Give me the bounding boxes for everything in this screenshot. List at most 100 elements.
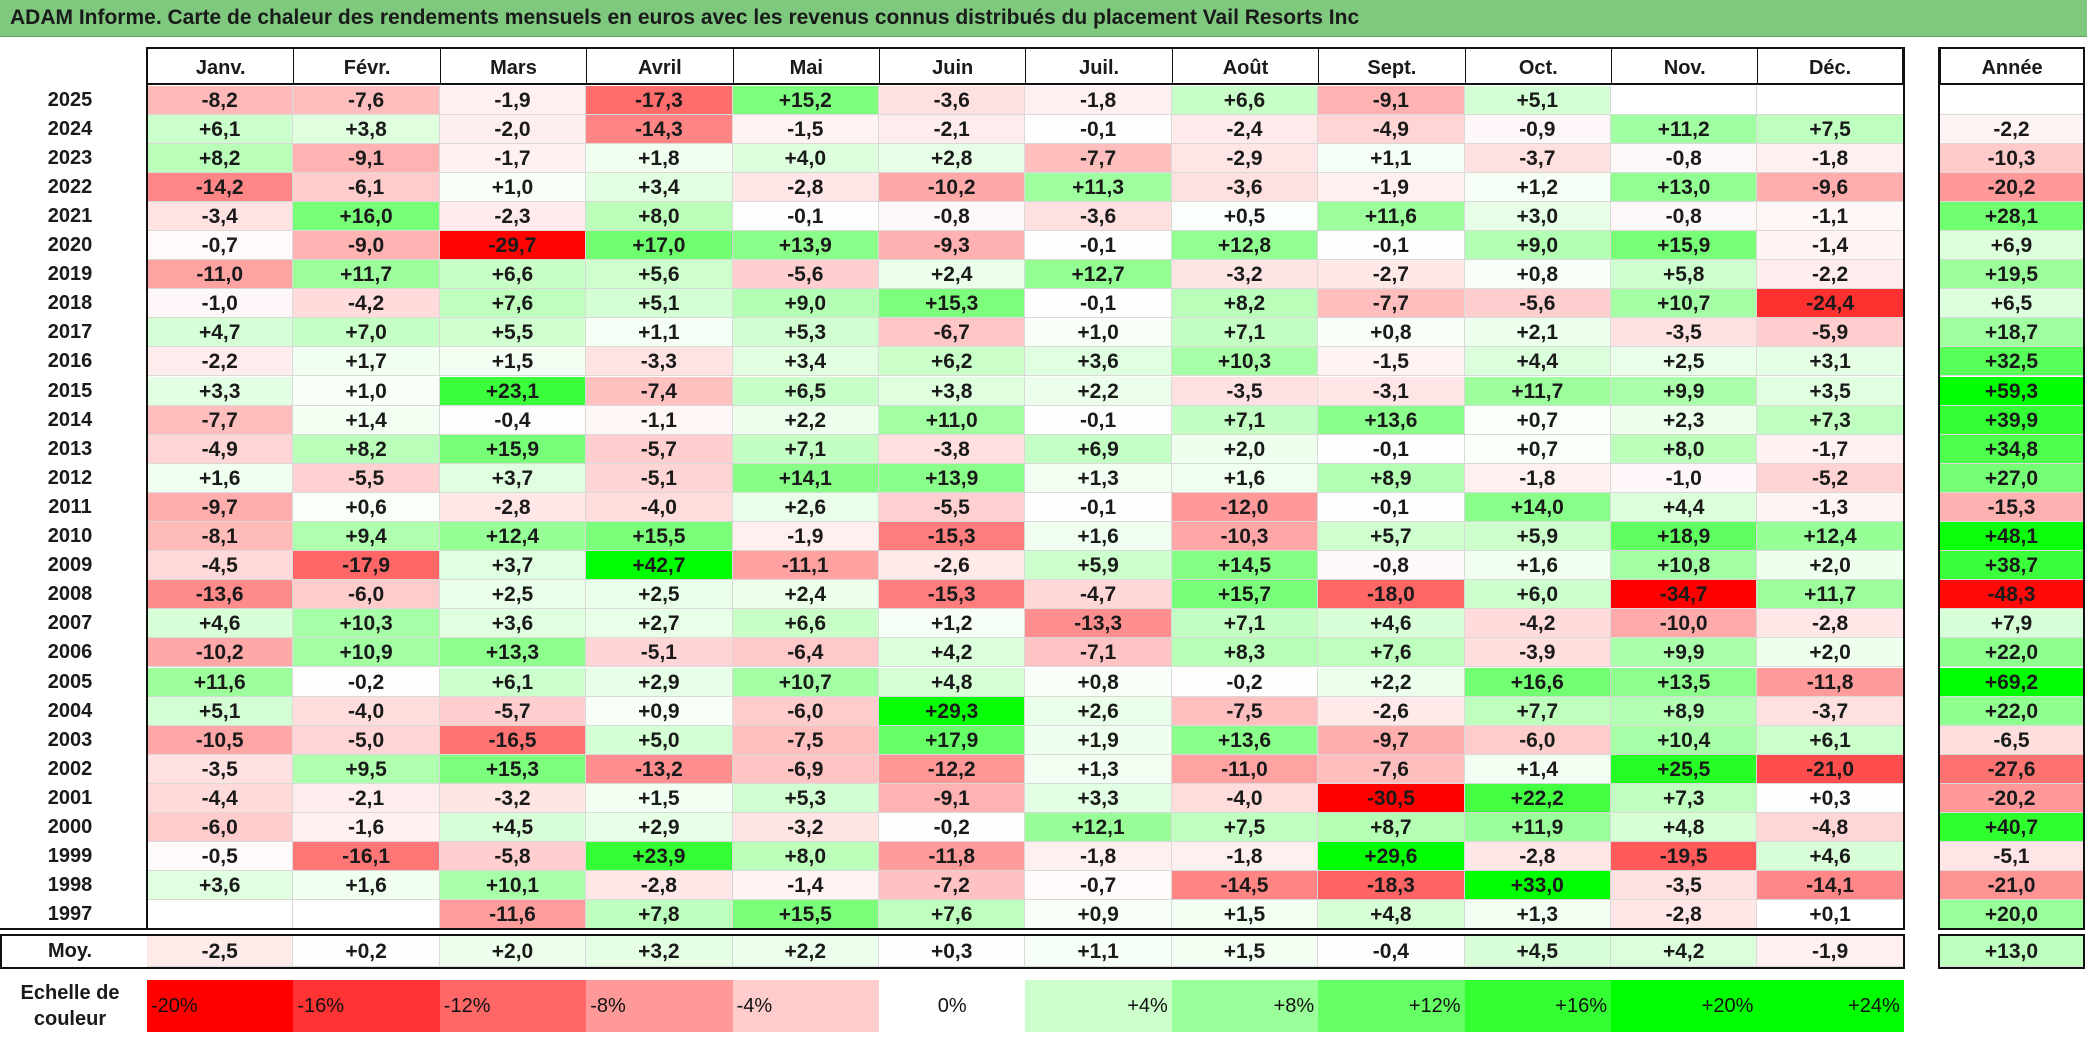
value-cell: +14,0 (1464, 492, 1611, 522)
value-cell: +7,0 (293, 318, 440, 348)
value-cell: -9,6 (1757, 172, 1904, 202)
value-cell: -1,4 (1757, 231, 1904, 261)
value-cell: -0,4 (439, 405, 587, 435)
value-cell: +2,1 (1464, 318, 1611, 348)
value-cell: +7,1 (1171, 405, 1319, 435)
value-cell: -5,5 (293, 463, 440, 493)
value-cell: -1,0 (147, 289, 294, 319)
value-cell: -3,5 (1171, 376, 1319, 406)
value-cell: -19,5 (1611, 842, 1758, 872)
value-cell: +1,5 (586, 783, 733, 813)
annual-cell: +18,7 (1939, 318, 2085, 348)
value-cell (147, 900, 294, 930)
scale-swatch: +8% (1171, 980, 1319, 1032)
value-cell: -11,0 (147, 260, 294, 290)
value-cell: -5,1 (586, 638, 733, 668)
value-cell: +5,0 (586, 725, 733, 755)
value-cell: +2,5 (586, 580, 733, 610)
value-cell: +7,7 (1464, 696, 1611, 726)
page-title: ADAM Informe. Carte de chaleur des rende… (10, 6, 1360, 29)
value-cell: -0,2 (879, 813, 1026, 843)
value-cell: +2,3 (1611, 405, 1758, 435)
value-cell: +5,1 (1464, 85, 1611, 115)
value-cell: +0,3 (1757, 783, 1904, 813)
average-cell: +4,2 (1611, 936, 1758, 968)
value-cell: -15,3 (879, 522, 1026, 552)
value-cell: +1,3 (1464, 900, 1611, 930)
scale-swatch: -20% (147, 980, 294, 1032)
annual-cell: -20,2 (1939, 172, 2085, 202)
value-cell: +23,1 (439, 376, 587, 406)
year-label: 2014 (47, 408, 93, 431)
value-cell: +4,5 (439, 813, 587, 843)
value-cell: -6,0 (1464, 725, 1611, 755)
value-cell: +11,6 (1318, 201, 1465, 231)
value-cell: +5,8 (1611, 260, 1758, 290)
value-cell: +11,7 (293, 260, 440, 290)
value-cell: +10,3 (1171, 347, 1319, 377)
value-cell: -7,7 (147, 405, 294, 435)
value-cell: -16,5 (439, 725, 587, 755)
value-cell: +16,6 (1464, 667, 1611, 697)
year-label: 1999 (47, 845, 93, 868)
value-cell: +10,8 (1611, 551, 1758, 581)
value-cell: -10,2 (147, 638, 294, 668)
value-cell: +1,6 (293, 871, 440, 901)
annual-left-border (1938, 47, 1940, 930)
grid-left-border (146, 47, 148, 930)
value-cell: -0,8 (879, 201, 1026, 231)
value-cell: -2,4 (1171, 114, 1319, 144)
value-cell: +2,9 (586, 667, 733, 697)
value-cell: -1,5 (1318, 347, 1465, 377)
year-label: 2020 (47, 234, 93, 256)
value-cell: -11,8 (1757, 667, 1904, 697)
year-label: 2019 (47, 263, 93, 286)
value-cell: -2,8 (1611, 900, 1758, 930)
value-cell: +10,9 (293, 638, 440, 668)
value-cell: -4,0 (1171, 783, 1319, 813)
year-label: 2016 (47, 350, 93, 373)
value-cell: +0,9 (1025, 900, 1172, 930)
value-cell: -13,2 (586, 754, 733, 784)
value-cell: +2,4 (732, 580, 879, 610)
year-label: 2015 (47, 379, 93, 402)
value-cell: +2,2 (1318, 667, 1465, 697)
value-cell: -16,1 (293, 842, 440, 872)
annual-cell: -27,6 (1939, 754, 2085, 784)
month-header: Oct. (1464, 47, 1611, 85)
value-cell: +1,7 (293, 347, 440, 377)
value-cell: +1,0 (439, 172, 587, 202)
value-cell: -2,8 (1464, 842, 1611, 872)
value-cell: +0,1 (1757, 900, 1904, 930)
value-cell: +11,7 (1757, 580, 1904, 610)
value-cell: -3,6 (879, 85, 1026, 115)
value-cell: -0,8 (1318, 551, 1465, 581)
year-label: 2003 (47, 728, 93, 751)
value-cell: +7,5 (1171, 813, 1319, 843)
value-cell: +4,4 (1611, 492, 1758, 522)
value-cell: -4,9 (1318, 114, 1465, 144)
year-label: 2001 (47, 786, 93, 809)
value-cell: -1,8 (1464, 463, 1611, 493)
value-cell: +6,1 (147, 114, 294, 144)
value-cell: -7,1 (1025, 638, 1172, 668)
value-cell: -0,1 (1318, 231, 1465, 261)
year-label: 2025 (47, 88, 93, 111)
value-cell: +9,9 (1611, 376, 1758, 406)
value-cell: -2,1 (293, 783, 440, 813)
value-cell: -0,7 (147, 231, 294, 261)
value-cell: -5,8 (439, 842, 587, 872)
value-cell: -2,8 (439, 492, 587, 522)
value-cell: +1,3 (1025, 754, 1172, 784)
value-cell: +2,0 (1171, 434, 1319, 464)
average-cell: +3,2 (586, 936, 733, 968)
value-cell: -9,3 (879, 231, 1026, 261)
value-cell: -13,3 (1025, 609, 1172, 639)
annual-cell: -10,3 (1939, 143, 2085, 173)
value-cell: +9,9 (1611, 638, 1758, 668)
value-cell: +15,9 (439, 434, 587, 464)
value-cell: -6,0 (732, 696, 879, 726)
value-cell: +7,3 (1757, 405, 1904, 435)
grid-bottom-border (0, 928, 1905, 931)
value-cell: -12,2 (879, 754, 1026, 784)
